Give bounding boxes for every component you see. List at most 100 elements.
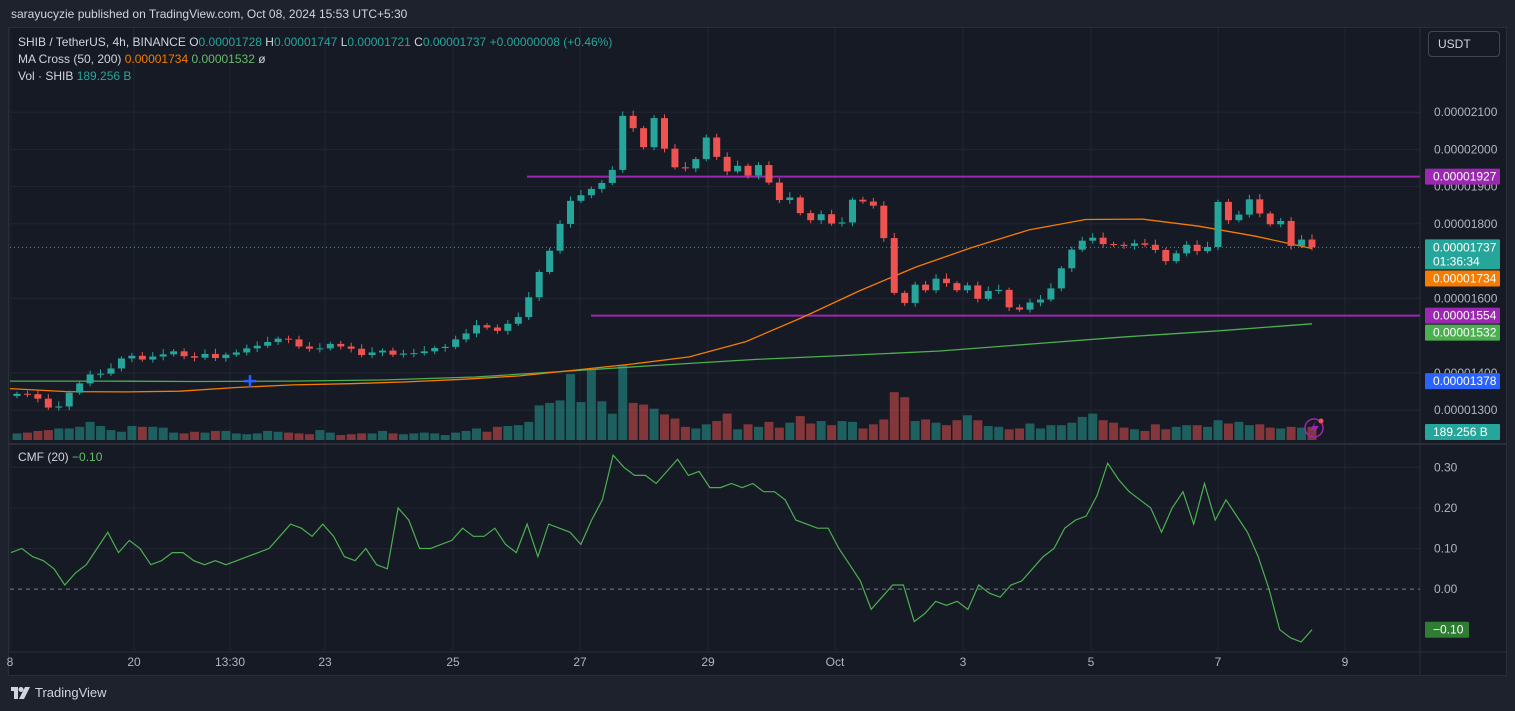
candle-body (326, 343, 334, 349)
ma-legend: MA Cross (50, 200) 0.00001734 0.00001532… (18, 52, 266, 66)
hidden-icon[interactable]: ø (258, 52, 266, 66)
volume-bar (921, 419, 931, 440)
candle-body (1005, 289, 1013, 308)
candle-body (23, 393, 31, 395)
volume-bar (158, 427, 168, 440)
candle-body (1193, 244, 1201, 252)
volume-bar (1223, 423, 1233, 440)
candle-body (1057, 268, 1065, 289)
candle-body (107, 368, 115, 374)
volume-bar (503, 425, 513, 440)
candle-body (483, 325, 491, 328)
ma-cross-name[interactable]: MA Cross (50, 200) (18, 52, 122, 66)
candle-body (243, 348, 251, 353)
candle-body (1026, 302, 1034, 310)
candle-body (963, 285, 971, 291)
low-label: L (340, 35, 348, 49)
notification-dot-icon (1318, 418, 1324, 424)
candle-body (452, 339, 460, 347)
volume-bar (513, 425, 523, 440)
candle-body (159, 354, 167, 357)
candle-body (1016, 307, 1024, 310)
change-value: +0.00000008 (+0.46%) (489, 35, 613, 49)
candle-body (410, 353, 418, 355)
price-tag-label: 0.00001737 (1433, 240, 1497, 254)
volume-bar (1286, 426, 1296, 440)
countdown-label: 01:36:34 (1433, 254, 1480, 268)
volume-bar (889, 392, 899, 440)
volume-bar (75, 426, 85, 440)
candle-body (253, 345, 261, 349)
symbol-name[interactable]: SHIB / TetherUS, 4h, BINANCE (18, 35, 186, 49)
volume-name[interactable]: Vol · SHIB (18, 69, 74, 83)
cmf-legend: CMF (20) −0.10 (18, 450, 102, 464)
volume-bar (680, 426, 690, 440)
price-tag-ma200 (1425, 324, 1500, 341)
cmf-line (10, 453, 1313, 643)
candle-body (222, 354, 230, 359)
volume-bar (1056, 425, 1066, 440)
volume-bar (743, 424, 753, 440)
candle-body (848, 199, 856, 223)
volume-bar (847, 421, 857, 440)
volume-bar (43, 430, 53, 440)
candle-body (744, 165, 752, 176)
candle-body (65, 392, 73, 407)
currency-button[interactable]: USDT (1428, 31, 1500, 57)
volume-bar (900, 397, 910, 440)
volume-bar (806, 423, 816, 440)
volume-bar (430, 433, 440, 440)
volume-bar (472, 428, 482, 440)
candle-body (869, 201, 877, 206)
volume-bar (1025, 423, 1035, 440)
candle-body (274, 338, 282, 343)
volume-bar (1234, 421, 1244, 440)
price-tag-level (1425, 168, 1500, 185)
candle-body (807, 213, 815, 221)
candle-body (138, 355, 146, 360)
volume-bar (879, 419, 889, 440)
candle-body (431, 347, 439, 352)
candle-body (34, 394, 42, 399)
volume-bar (701, 424, 711, 440)
volume-bar (116, 431, 126, 440)
price-tag-label: 0.00001554 (1433, 309, 1497, 323)
candle-body (399, 353, 407, 355)
candle-body (723, 156, 731, 172)
candle-body (86, 374, 94, 384)
price-tick-label: 0.00001600 (1434, 291, 1498, 305)
volume-bar (837, 421, 847, 440)
candle-body (974, 285, 982, 299)
tradingview-logo-icon (11, 686, 30, 699)
candle-body (619, 115, 627, 170)
volume-bar (190, 431, 200, 440)
candle-body (473, 325, 481, 334)
cmf-name[interactable]: CMF (20) (18, 450, 69, 464)
volume-bar (378, 430, 388, 440)
volume-bar (221, 430, 231, 440)
candle-body (734, 165, 742, 172)
volume-bar (263, 430, 273, 440)
price-gridlines (9, 28, 1420, 650)
volume-bar (524, 421, 534, 440)
candle-body (1183, 244, 1191, 254)
footer-brand[interactable]: TradingView (11, 685, 107, 700)
volume-bar (127, 425, 137, 440)
candle-body (995, 289, 1003, 291)
candle-body (640, 128, 648, 148)
candle-body (838, 222, 846, 224)
volume-bar (367, 433, 377, 440)
cmf-tick-label: 0.30 (1434, 460, 1458, 474)
volume-bar (252, 433, 262, 440)
candle-body (149, 356, 157, 360)
price-tick-label: 0.00002100 (1434, 105, 1498, 119)
candle-body (128, 355, 136, 359)
volume-bar (409, 433, 419, 440)
chart-frame[interactable] (8, 27, 1507, 676)
candle-body (922, 284, 930, 291)
volume-bar (106, 430, 116, 440)
time-tick-label: 3 (960, 655, 967, 669)
candle-body (1204, 247, 1212, 252)
time-tick-label: 13:30 (215, 655, 245, 669)
